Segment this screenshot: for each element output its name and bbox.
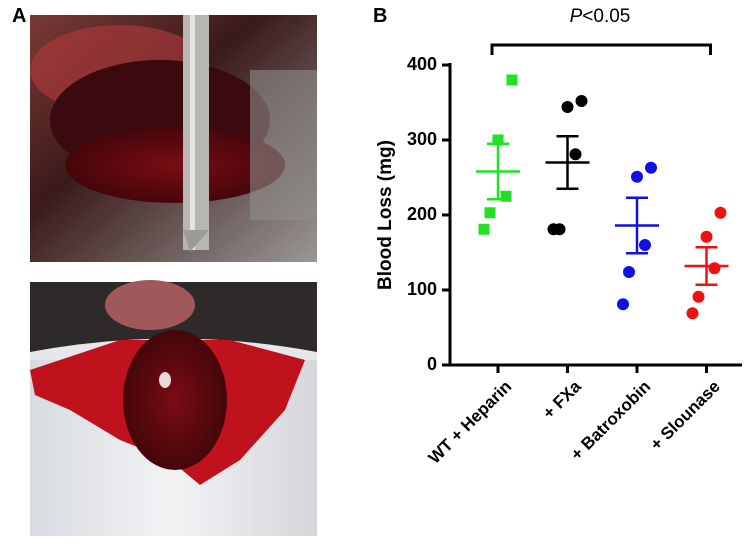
point [686, 307, 699, 320]
photo-bottom [30, 280, 317, 536]
point [617, 298, 629, 311]
x-tick-label: + FXa [539, 377, 585, 423]
photo-top [30, 15, 317, 262]
point [623, 266, 635, 278]
point [478, 223, 490, 235]
point [569, 148, 582, 161]
x-tick-label: + Slounase [647, 377, 724, 454]
point [492, 134, 504, 146]
point [692, 290, 705, 303]
y-tick-label: 400 [407, 54, 437, 74]
point [645, 161, 657, 174]
significance-bracket [490, 43, 712, 55]
point [631, 170, 643, 183]
point [484, 207, 496, 219]
panel-label: A [12, 5, 26, 27]
point [500, 190, 512, 202]
x-tick-label: WT + Heparin [425, 377, 516, 468]
point [714, 206, 727, 219]
point [639, 239, 651, 251]
y-tick-label: 200 [407, 204, 437, 224]
point [547, 223, 560, 236]
panel-label: B [373, 5, 387, 27]
point [708, 262, 721, 275]
y-tick-label: 0 [427, 354, 437, 374]
y-tick-label: 300 [407, 129, 437, 149]
point [575, 95, 588, 107]
y-axis-label: Blood Loss (mg) [375, 140, 396, 290]
y-tick-label: 100 [407, 279, 437, 299]
point [561, 101, 574, 113]
annotation: P<0.05 [569, 6, 631, 27]
point [700, 230, 713, 243]
point [506, 74, 518, 86]
